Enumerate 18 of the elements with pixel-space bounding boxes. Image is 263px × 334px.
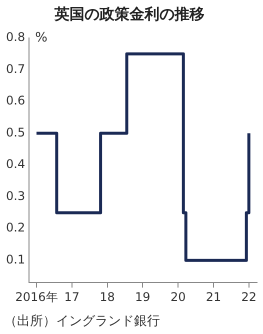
- text: （出所）イングランド銀行: [4, 314, 160, 329]
- chart-title: 英国の政策金利の推移: [54, 4, 204, 23]
- y-tick-label: 0.8: [6, 30, 26, 44]
- y-tick-label: 0.2: [6, 220, 26, 235]
- x-tick-label: 21: [206, 290, 222, 304]
- y-tick-label: 0.6: [6, 94, 26, 108]
- y-tick-label: 0.7: [6, 62, 26, 76]
- y-axis-title: %: [35, 30, 48, 46]
- x-tick-label: 19: [135, 290, 150, 304]
- x-tick-label: 22: [241, 290, 256, 304]
- x-tick-label: 20: [170, 290, 186, 304]
- x-tick-label: 17: [64, 290, 80, 304]
- y-tick-label: 0.5: [6, 125, 26, 140]
- x-tick-label: 18: [100, 290, 115, 304]
- y-tick-label: 0.1: [6, 252, 26, 266]
- x-tick-label: 2016年: [15, 290, 58, 304]
- y-tick-label: 0.3: [6, 188, 26, 203]
- y-tick-label: 0.4: [6, 157, 26, 172]
